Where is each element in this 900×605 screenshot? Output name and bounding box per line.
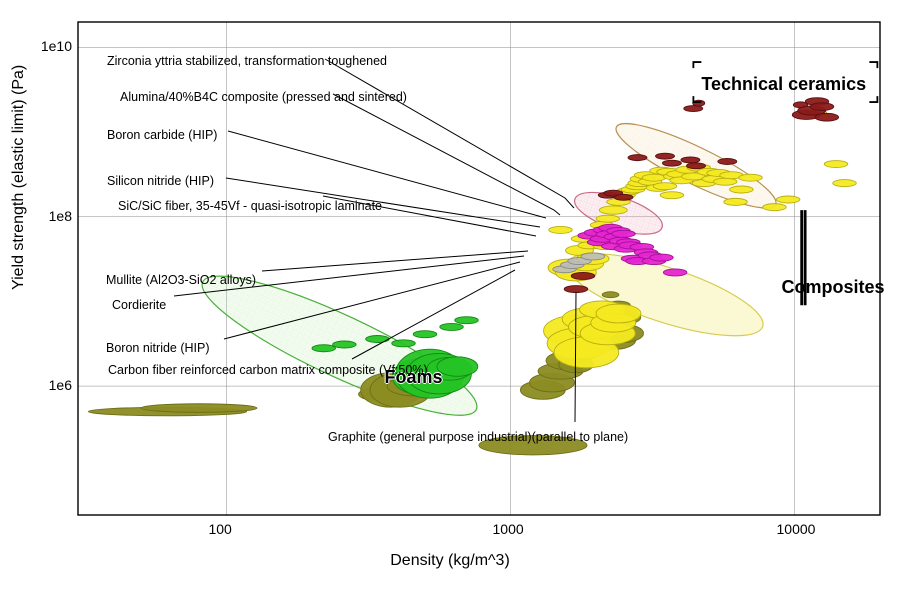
callout-label: Silicon nitride (HIP) — [107, 174, 214, 188]
callout-label: SiC/SiC fiber, 35-45Vf - quasi-isotropic… — [118, 199, 382, 213]
ashby-chart: Yield strength (elastic limit) (Pa) Dens… — [0, 0, 900, 600]
callout-label: Mullite (Al2O3-SiO2 alloys) — [106, 273, 256, 287]
callout-label: Cordierite — [112, 298, 166, 312]
region-label-composites: Composites — [782, 277, 885, 298]
x-tick-label: 100 — [208, 521, 231, 537]
callout-label: Carbon fiber reinforced carbon matrix co… — [108, 363, 428, 377]
y-tick-label: 1e6 — [49, 377, 72, 393]
callout-label: Zirconia yttria stabilized, transformati… — [107, 54, 387, 68]
y-tick-label: 1e8 — [49, 208, 72, 224]
region-label-technical-ceramics: Technical ceramics — [701, 74, 866, 95]
y-axis-title: Yield strength (elastic limit) (Pa) — [10, 65, 28, 290]
x-axis-title: Density (kg/m^3) — [0, 552, 900, 570]
callout-label: Boron carbide (HIP) — [107, 128, 217, 142]
x-tick-label: 10000 — [777, 521, 816, 537]
y-tick-label: 1e10 — [41, 38, 72, 54]
callout-label: Boron nitride (HIP) — [106, 341, 210, 355]
callout-label: Alumina/40%B4C composite (pressed and si… — [120, 90, 407, 104]
callout-label: Graphite (general purpose industrial)(pa… — [328, 430, 628, 444]
x-tick-label: 1000 — [493, 521, 524, 537]
